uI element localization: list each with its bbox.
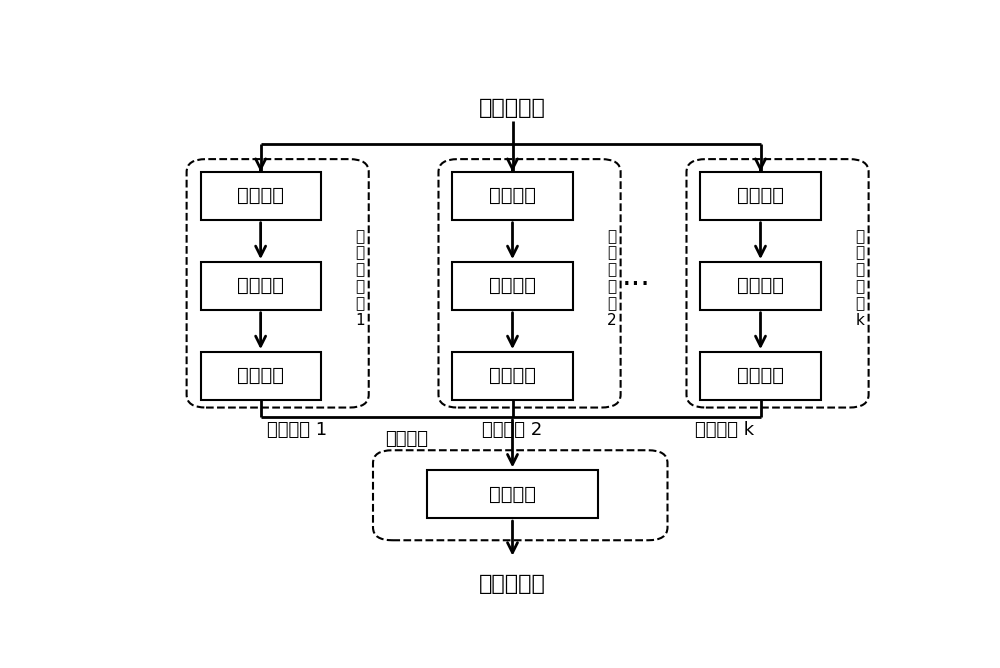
Text: 光流数据 2: 光流数据 2: [482, 422, 543, 439]
Text: 光流数据 1: 光流数据 1: [267, 422, 327, 439]
Text: 数据接口: 数据接口: [237, 367, 284, 385]
Bar: [700, 352, 821, 400]
Bar: [427, 470, 598, 518]
Bar: [201, 352, 321, 400]
Text: 光
流
传
感
器
1: 光 流 传 感 器 1: [355, 228, 365, 328]
Text: 三维角增量: 三维角增量: [479, 574, 546, 594]
Text: 成像系统: 成像系统: [237, 186, 284, 205]
Text: 光
流
传
感
器
k: 光 流 传 感 器 k: [856, 228, 865, 328]
Bar: [201, 262, 321, 310]
Bar: [452, 352, 573, 400]
Text: 微处理器: 微处理器: [385, 430, 428, 448]
Text: 光流计算: 光流计算: [489, 277, 536, 295]
Text: 线性变换: 线性变换: [489, 485, 536, 504]
Text: 成像系统: 成像系统: [489, 186, 536, 205]
Text: 光
流
传
感
器
2: 光 流 传 感 器 2: [607, 228, 617, 328]
Text: 数据接口: 数据接口: [489, 367, 536, 385]
Bar: [201, 172, 321, 220]
Text: 光流计算: 光流计算: [237, 277, 284, 295]
Bar: [452, 262, 573, 310]
Text: ···: ···: [622, 271, 651, 301]
Text: 被成像物体: 被成像物体: [479, 98, 546, 118]
Text: 数据接口: 数据接口: [737, 367, 784, 385]
Text: 成像系统: 成像系统: [737, 186, 784, 205]
Text: 光流数据 k: 光流数据 k: [695, 422, 754, 439]
Bar: [452, 172, 573, 220]
Bar: [700, 262, 821, 310]
Bar: [700, 172, 821, 220]
Text: 光流计算: 光流计算: [737, 277, 784, 295]
